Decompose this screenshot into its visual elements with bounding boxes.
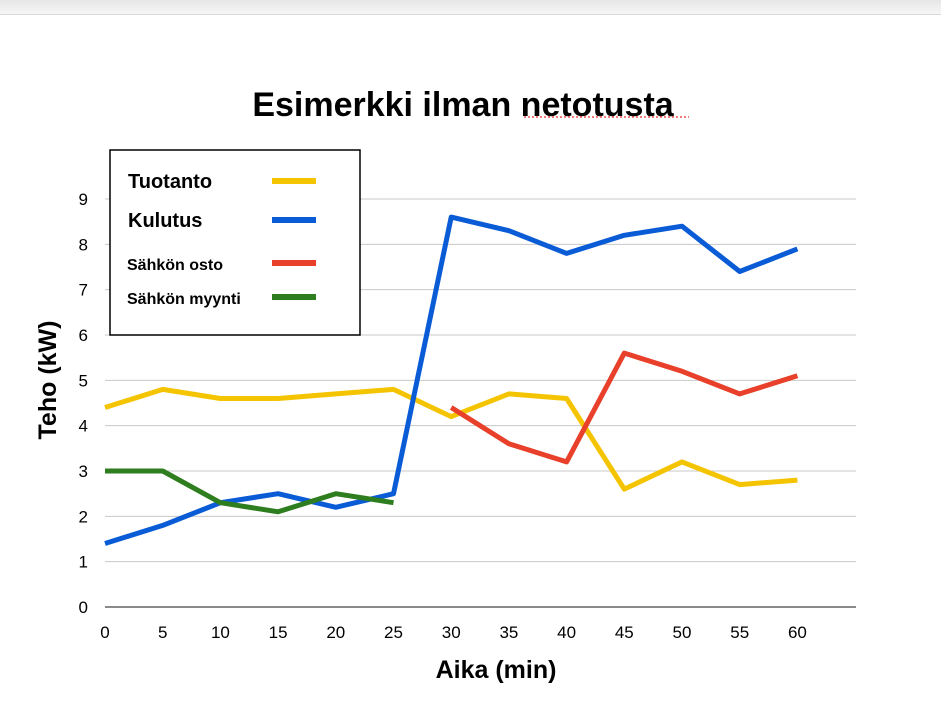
x-tick-label: 45 bbox=[615, 623, 634, 642]
legend-label: Kulutus bbox=[128, 210, 202, 232]
x-axis-label: Aika (min) bbox=[436, 656, 557, 684]
y-axis-label: Teho (kW) bbox=[34, 321, 62, 440]
series-line-2 bbox=[449, 350, 799, 465]
series-line-3 bbox=[105, 468, 394, 515]
chart-title: Esimerkki ilman netotusta bbox=[252, 86, 674, 124]
x-tick-label: 25 bbox=[384, 623, 403, 642]
legend-label: Sähkön osto bbox=[127, 257, 223, 274]
y-tick-label: 7 bbox=[79, 281, 88, 300]
x-tick-label: 50 bbox=[673, 623, 692, 642]
x-tick-label: 55 bbox=[730, 623, 749, 642]
x-tick-label: 5 bbox=[158, 623, 167, 642]
window-top-bar bbox=[0, 0, 941, 15]
x-tick-label: 15 bbox=[269, 623, 288, 642]
x-axis-ticks: 0 5 10 15 20 25 30 35 40 45 50 55 60 bbox=[100, 623, 807, 642]
y-tick-label: 9 bbox=[79, 190, 88, 209]
y-tick-label: 1 bbox=[79, 553, 88, 572]
y-tick-label: 0 bbox=[79, 598, 88, 617]
legend: Tuotanto Kulutus Sähkön osto Sähkön myynti bbox=[109, 149, 361, 336]
y-tick-label: 5 bbox=[79, 371, 88, 390]
y-tick-label: 6 bbox=[79, 326, 88, 345]
x-tick-label: 0 bbox=[100, 623, 109, 642]
legend-box bbox=[109, 149, 361, 336]
x-tick-label: 20 bbox=[326, 623, 345, 642]
series-lines bbox=[104, 214, 799, 546]
series-line-0 bbox=[104, 386, 798, 492]
x-tick-label: 40 bbox=[557, 623, 576, 642]
y-axis-ticks: 0 1 2 3 4 5 6 7 8 9 bbox=[79, 190, 88, 617]
x-tick-label: 30 bbox=[442, 623, 461, 642]
x-tick-label: 60 bbox=[788, 623, 807, 642]
legend-label: Sähkön myynti bbox=[127, 291, 241, 308]
y-tick-label: 2 bbox=[79, 507, 88, 526]
y-tick-label: 3 bbox=[79, 462, 88, 481]
x-tick-label: 10 bbox=[211, 623, 230, 642]
y-tick-label: 4 bbox=[79, 417, 88, 436]
x-tick-label: 35 bbox=[499, 623, 518, 642]
y-tick-label: 8 bbox=[79, 235, 88, 254]
legend-label: Tuotanto bbox=[128, 171, 212, 193]
